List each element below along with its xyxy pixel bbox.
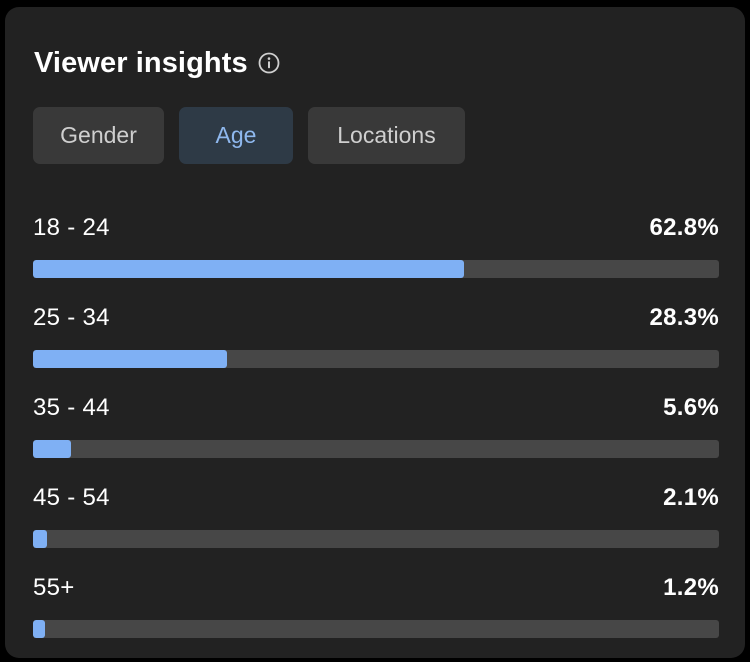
age-bar-fill xyxy=(33,260,464,278)
age-row-label: 18 - 24 xyxy=(33,214,110,241)
age-row: 18 - 24 62.8% xyxy=(33,212,719,302)
age-row-percentage: 2.1% xyxy=(663,484,719,511)
age-bar-track xyxy=(33,260,719,278)
age-row: 55+ 1.2% xyxy=(33,572,719,662)
age-bar-track xyxy=(33,350,719,368)
age-row-percentage: 1.2% xyxy=(663,574,719,601)
insight-tabs: Gender Age Locations xyxy=(33,107,480,164)
age-row-label: 45 - 54 xyxy=(33,484,110,511)
age-bar-track xyxy=(33,620,719,638)
age-row: 45 - 54 2.1% xyxy=(33,482,719,572)
card-title: Viewer insights xyxy=(34,47,248,79)
age-row-percentage: 28.3% xyxy=(649,304,719,331)
tab-gender[interactable]: Gender xyxy=(33,107,164,164)
age-bar-track xyxy=(33,440,719,458)
age-row-label: 55+ xyxy=(33,574,75,601)
age-bar-fill xyxy=(33,530,48,548)
age-row-label: 25 - 34 xyxy=(33,304,110,331)
age-bar-fill xyxy=(33,620,46,638)
age-row-percentage: 62.8% xyxy=(649,214,719,241)
age-row: 25 - 34 28.3% xyxy=(33,302,719,392)
age-row-label: 35 - 44 xyxy=(33,394,110,421)
card-header: Viewer insights xyxy=(34,43,280,83)
age-row: 35 - 44 5.6% xyxy=(33,392,719,482)
tab-locations[interactable]: Locations xyxy=(308,107,465,164)
info-icon[interactable] xyxy=(258,52,280,74)
age-bar-fill xyxy=(33,350,228,368)
viewer-insights-card: Viewer insights Gender Age Locations 18 … xyxy=(5,7,745,658)
age-distribution-list: 18 - 24 62.8% 25 - 34 28.3% 35 - 44 5.6% xyxy=(33,212,719,662)
age-row-percentage: 5.6% xyxy=(663,394,719,421)
age-bar-fill xyxy=(33,440,72,458)
tab-age[interactable]: Age xyxy=(179,107,293,164)
age-bar-track xyxy=(33,530,719,548)
